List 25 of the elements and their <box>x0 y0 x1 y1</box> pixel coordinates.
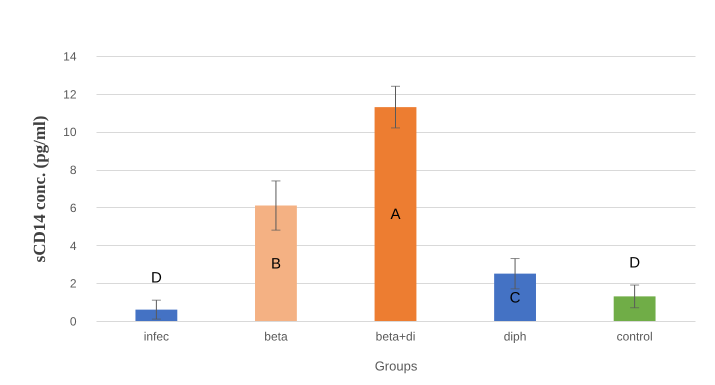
annotation: D <box>629 254 640 272</box>
annotation: C <box>510 289 521 306</box>
x-tick-label: diph <box>504 330 526 344</box>
bar <box>374 107 416 321</box>
bar <box>614 296 656 321</box>
bar <box>255 206 297 321</box>
x-tick-label: infec <box>144 330 170 344</box>
x-axis-title: Groups <box>374 358 418 374</box>
y-tick-label: 8 <box>70 163 77 178</box>
y-tick-label: 12 <box>63 87 77 102</box>
y-tick-label: 10 <box>63 125 77 140</box>
annotation: D <box>150 269 162 286</box>
y-tick-label: 14 <box>63 50 77 64</box>
annotation: B <box>270 255 281 272</box>
x-tick-label: control <box>616 330 653 344</box>
x-tick-label: beta <box>264 330 288 344</box>
y-tick-label: 2 <box>70 276 77 291</box>
bar <box>494 274 536 321</box>
x-tick-label: beta+di <box>376 330 416 344</box>
annotation: A <box>390 206 401 224</box>
bar <box>135 310 178 321</box>
y-axis-title: sCD14 conc. (pg/ml) <box>30 116 50 262</box>
y-tick-label: 0 <box>70 314 77 328</box>
y-tick-label: 4 <box>70 238 77 253</box>
y-tick-label: 6 <box>70 200 77 215</box>
